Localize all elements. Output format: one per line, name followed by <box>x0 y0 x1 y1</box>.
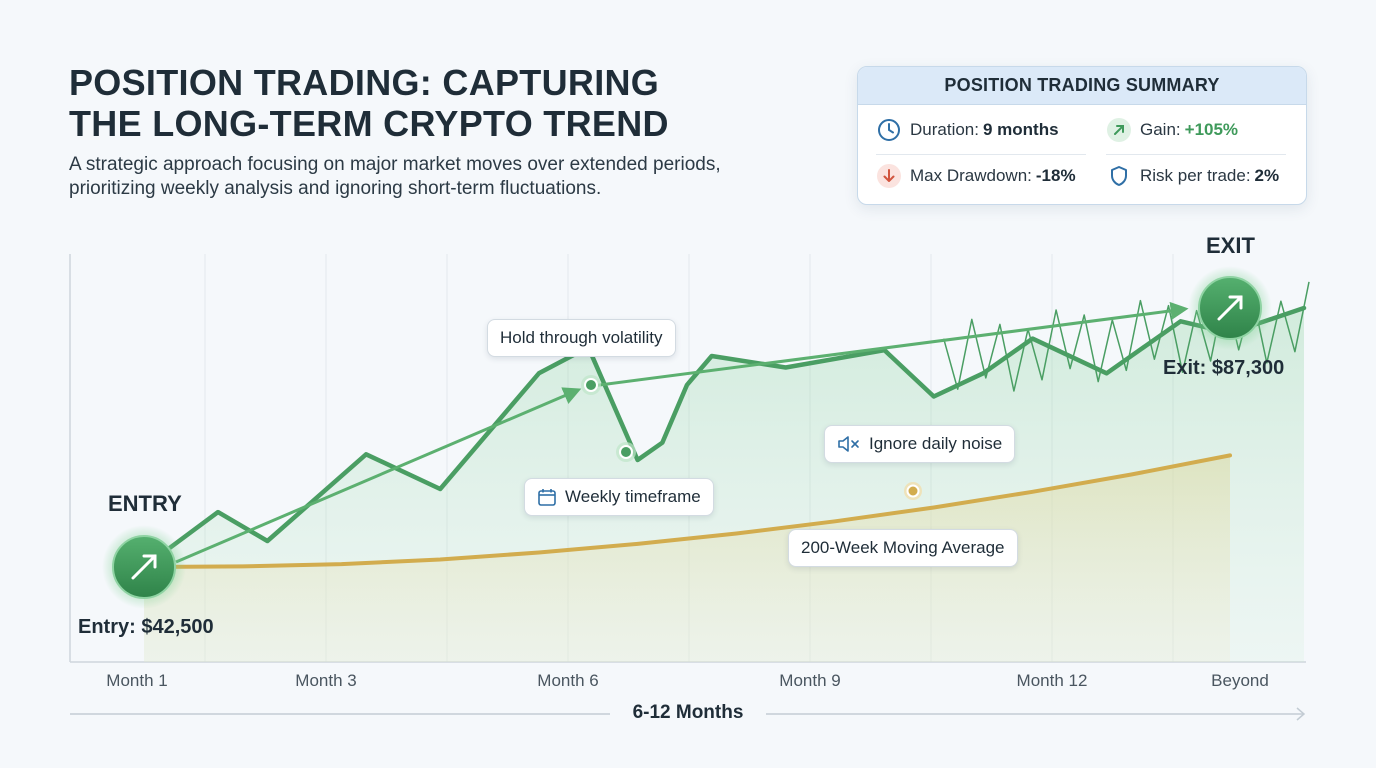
callout-volatility-text: Hold through volatility <box>500 328 663 347</box>
arrow-up-right-icon <box>131 554 157 580</box>
gain-label: Gain: <box>1140 120 1181 139</box>
risk-value: 2% <box>1254 166 1280 185</box>
calendar-icon <box>537 487 557 507</box>
drawdown-label: Max Drawdown: <box>910 166 1032 185</box>
callout-noise-text: Ignore daily noise <box>869 434 1003 453</box>
exit-marker <box>1188 266 1272 350</box>
trend-arrow-2 <box>591 301 1189 388</box>
callout-weekly: Weekly timeframe <box>524 478 714 516</box>
gain-value: +105% <box>1184 120 1239 139</box>
drawdown-item: Max Drawdown: -18% <box>876 161 1076 191</box>
callout-moving-average: 200-Week Moving Average <box>788 529 1018 567</box>
callout-volatility: Hold through volatility <box>487 319 676 357</box>
weekly-point <box>616 442 636 462</box>
summary-divider <box>1106 154 1286 155</box>
span-label: 6-12 Months <box>618 702 758 724</box>
callout-moving-average-text: 200-Week Moving Average <box>801 538 1005 557</box>
x-tick-label: Beyond <box>1211 671 1269 690</box>
price-area <box>144 308 1304 662</box>
arrow-up-right-icon <box>1106 117 1132 143</box>
entry-marker <box>102 525 186 609</box>
shield-icon <box>1106 163 1132 189</box>
risk-label: Risk per trade: <box>1140 166 1251 185</box>
arrow-up-right-icon <box>1217 295 1243 321</box>
x-tick-label: Month 1 <box>106 671 168 690</box>
page-title: POSITION TRADING: CAPTURING THE LONG-TER… <box>69 62 669 144</box>
entry-price: Entry: $42,500 <box>78 616 214 638</box>
summary-divider <box>876 154 1086 155</box>
volatility-point <box>581 375 601 395</box>
drawdown-value: -18% <box>1035 166 1076 185</box>
mute-icon <box>837 434 861 454</box>
trend-arrow-1 <box>175 387 582 564</box>
duration-label: Duration: <box>910 120 979 139</box>
arrow-down-icon <box>876 163 902 189</box>
x-tick-label: Month 3 <box>295 671 357 690</box>
clock-icon <box>876 117 902 143</box>
moving-average-line <box>142 453 1232 569</box>
duration-value: 9 months <box>982 120 1059 139</box>
gain-item: Gain: +105% <box>1106 115 1238 145</box>
page-subtitle: A strategic approach focusing on major m… <box>69 154 721 199</box>
summary-heading: POSITION TRADING SUMMARY <box>858 67 1306 105</box>
x-tick-label: Month 6 <box>537 671 599 690</box>
entry-label: ENTRY <box>108 491 182 516</box>
duration-item: Duration: 9 months <box>876 115 1059 145</box>
price-line <box>141 305 1307 570</box>
x-tick-label: Month 12 <box>1016 671 1088 690</box>
chevron-right-icon <box>1296 707 1306 721</box>
exit-label: EXIT <box>1206 233 1255 258</box>
callout-noise: Ignore daily noise <box>824 425 1016 463</box>
summary-card: POSITION TRADING SUMMARY Duration: 9 mon… <box>857 66 1307 205</box>
callout-weekly-text: Weekly timeframe <box>565 487 701 506</box>
exit-price: Exit: $87,300 <box>1163 357 1285 379</box>
risk-item: Risk per trade: 2% <box>1106 161 1279 191</box>
x-tick-label: Month 9 <box>779 671 841 690</box>
moving-average-point <box>904 482 922 500</box>
